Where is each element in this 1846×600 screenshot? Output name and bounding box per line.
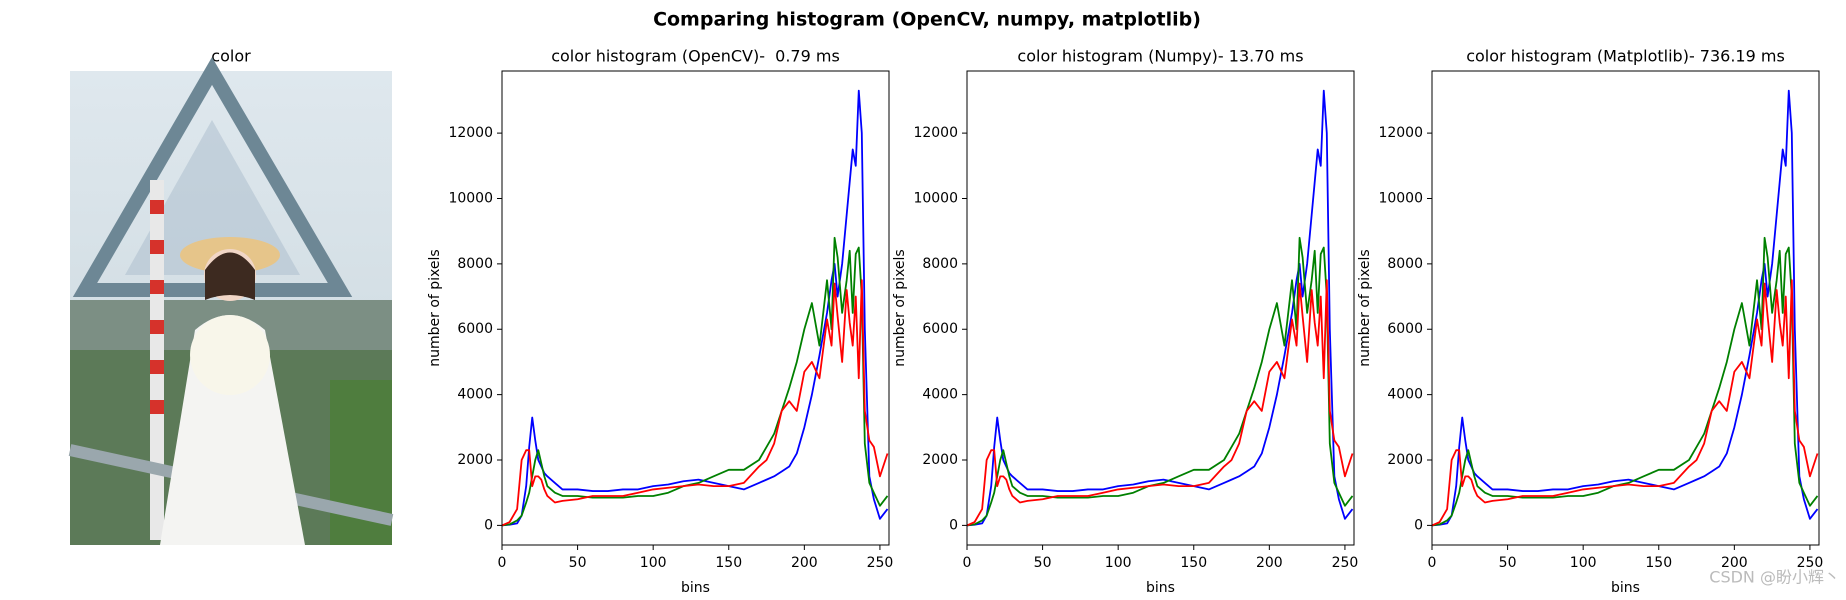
watermark: CSDN @盼小辉丶	[1709, 568, 1840, 587]
y-tick-label: 6000	[1387, 321, 1423, 337]
y-tick-label: 2000	[1387, 452, 1423, 468]
x-tick-label: 150	[1180, 555, 1207, 571]
x-tick-label: 50	[569, 555, 587, 571]
axes-frame	[1431, 70, 1820, 546]
x-tick-label: 150	[715, 555, 742, 571]
y-tick-label: 12000	[913, 125, 958, 141]
axes-frame	[501, 70, 890, 546]
series-line	[1431, 236, 1819, 527]
x-tick-label: 0	[498, 555, 507, 571]
y-tick-label: 6000	[457, 321, 493, 337]
x-axis-label: bins	[681, 580, 710, 596]
y-tick-label: 12000	[448, 125, 493, 141]
series-line	[966, 236, 1354, 527]
x-tick-label: 100	[1105, 555, 1132, 571]
axes-frame	[966, 70, 1355, 546]
x-tick-label: 0	[963, 555, 972, 571]
y-tick-label: 10000	[448, 190, 493, 206]
y-axis-label: number of pixels	[427, 249, 443, 366]
y-tick-label: 8000	[922, 256, 958, 272]
x-tick-label: 50	[1034, 555, 1052, 571]
x-tick-label: 200	[1721, 555, 1748, 571]
series-line	[501, 279, 889, 527]
series-line	[1431, 279, 1819, 527]
x-tick-label: 150	[1645, 555, 1672, 571]
y-tick-label: 8000	[1387, 256, 1423, 272]
y-tick-label: 4000	[457, 387, 493, 403]
y-tick-label: 12000	[1378, 125, 1423, 141]
figure-title: Comparing histogram (OpenCV, numpy, matp…	[653, 9, 1201, 31]
x-tick-label: 250	[867, 555, 894, 571]
y-tick-label: 8000	[457, 256, 493, 272]
y-tick-label: 0	[484, 517, 493, 533]
x-tick-label: 200	[791, 555, 818, 571]
y-tick-label: 2000	[457, 452, 493, 468]
chart-title: color histogram (Numpy)- 13.70 ms	[1017, 47, 1303, 66]
y-tick-label: 10000	[1378, 190, 1423, 206]
x-tick-label: 100	[640, 555, 667, 571]
series-line	[501, 89, 889, 527]
photo	[68, 57, 394, 545]
y-tick-label: 4000	[922, 387, 958, 403]
y-axis-label: number of pixels	[892, 249, 908, 366]
y-tick-label: 0	[1414, 517, 1423, 533]
x-axis-label: bins	[1611, 580, 1640, 596]
chart-title: color histogram (OpenCV)- 0.79 ms	[551, 47, 840, 66]
series-line	[966, 279, 1354, 527]
x-tick-label: 100	[1570, 555, 1597, 571]
y-tick-label: 10000	[913, 190, 958, 206]
y-tick-label: 4000	[1387, 387, 1423, 403]
x-tick-label: 200	[1256, 555, 1283, 571]
image-title: color	[211, 47, 251, 66]
y-axis-label: number of pixels	[1357, 249, 1373, 366]
y-tick-label: 0	[949, 517, 958, 533]
series-line	[966, 89, 1354, 527]
series-line	[1431, 89, 1819, 527]
x-tick-label: 250	[1797, 555, 1824, 571]
y-tick-label: 6000	[922, 321, 958, 337]
x-axis-label: bins	[1146, 580, 1175, 596]
chart-title: color histogram (Matplotlib)- 736.19 ms	[1466, 47, 1785, 66]
x-tick-label: 50	[1499, 555, 1517, 571]
series-line	[501, 236, 889, 527]
x-tick-label: 250	[1332, 555, 1359, 571]
x-tick-label: 0	[1428, 555, 1437, 571]
y-tick-label: 2000	[922, 452, 958, 468]
